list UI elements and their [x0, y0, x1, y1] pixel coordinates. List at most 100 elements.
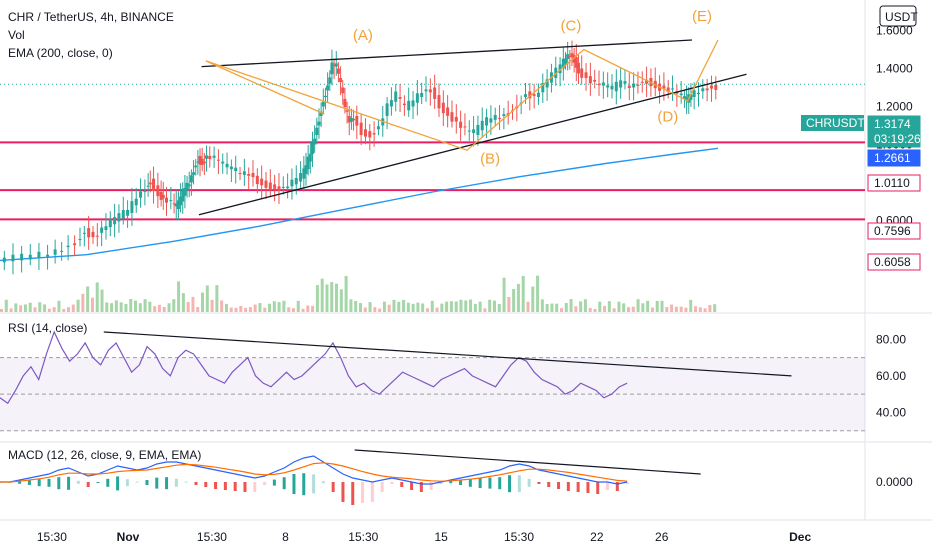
candle-body — [345, 110, 349, 112]
macd-label[interactable]: MACD (12, 26, close, 9, EMA, EMA) — [8, 448, 202, 462]
volume-bar — [229, 307, 233, 312]
volume-bar — [134, 300, 138, 312]
candle-body — [463, 126, 467, 128]
volume-bar — [28, 302, 32, 312]
volume-bar — [52, 307, 56, 312]
rsi-tick-label: 60.00 — [876, 369, 906, 383]
candle-body — [104, 226, 108, 230]
candle-body — [415, 93, 419, 103]
candle-body — [202, 161, 206, 164]
candle-body — [614, 81, 618, 92]
volume-bar — [291, 308, 295, 312]
candle-body — [205, 155, 209, 159]
candle-body — [584, 72, 588, 79]
candle-body — [268, 182, 272, 191]
volume-bar — [694, 306, 698, 312]
volume-bar — [555, 303, 559, 312]
candle-body — [73, 243, 77, 246]
volume-bar — [540, 299, 544, 312]
candle-body — [705, 88, 709, 91]
candle-body — [156, 185, 160, 197]
macd-histogram-bar — [204, 482, 208, 487]
candle-body — [619, 80, 623, 88]
volume-bar — [19, 305, 23, 312]
volume-bar — [277, 302, 281, 312]
symbol-title[interactable]: CHR / TetherUS, 4h, BINANCE — [8, 10, 174, 24]
volume-bar — [689, 299, 693, 312]
candle-body — [402, 103, 406, 106]
volume-bar — [67, 307, 71, 312]
volume-bar — [311, 305, 315, 312]
macd-histogram-bar — [253, 482, 257, 492]
vol-label[interactable]: Vol — [8, 28, 25, 42]
volume-bar — [205, 285, 209, 312]
volume-bar — [703, 308, 707, 312]
macd-histogram-bar — [223, 482, 227, 490]
candle-body — [286, 186, 290, 189]
macd-histogram-bar — [86, 482, 90, 487]
volume-bar — [526, 301, 530, 312]
symbol-tag-label: CHRUSDT — [806, 116, 865, 130]
volume-bar — [679, 306, 683, 312]
candle-body — [277, 186, 281, 192]
macd-histogram-bar — [508, 475, 512, 493]
candle-body — [185, 182, 189, 191]
candle-body — [349, 117, 353, 122]
rsi-tick-label: 80.00 — [876, 332, 906, 346]
candle-body — [493, 115, 497, 120]
volume-bar — [478, 301, 482, 312]
volume-bar — [655, 300, 659, 312]
volume-bar — [713, 304, 717, 312]
candle-body — [321, 101, 325, 107]
price-tag — [867, 222, 921, 240]
candle-body — [176, 200, 180, 210]
candle-body — [78, 239, 82, 241]
volume-bar — [86, 286, 90, 312]
candle-body — [174, 203, 178, 207]
price-tag — [867, 253, 921, 271]
candle-body — [117, 213, 121, 222]
volume-bar — [492, 300, 496, 312]
volume-bar — [521, 275, 525, 312]
candle-body — [545, 79, 549, 88]
candle-body — [347, 116, 351, 123]
macd-histogram-bar — [596, 482, 600, 494]
candle-body — [446, 107, 450, 116]
candle-body — [709, 85, 713, 89]
volume-bar — [445, 301, 449, 312]
volume-bar — [157, 304, 161, 312]
candle-body — [645, 79, 649, 84]
macd-histogram-bar — [390, 482, 394, 484]
candle-body — [389, 100, 393, 107]
candle-body — [532, 94, 536, 96]
volume-bar — [550, 303, 554, 312]
candle-body — [108, 219, 112, 228]
candle-body — [169, 200, 173, 202]
macd-histogram-bar — [341, 482, 345, 502]
candle-body — [554, 67, 558, 78]
candle-body — [60, 250, 64, 252]
candle-body — [692, 90, 696, 97]
volume-bar — [684, 307, 688, 312]
macd-line — [0, 455, 628, 485]
candle-body — [420, 92, 424, 97]
candle-body — [450, 112, 454, 122]
volume-bar — [406, 302, 410, 312]
candle-body — [580, 68, 584, 78]
x-tick-label: 15:30 — [504, 530, 534, 544]
volume-bar — [296, 300, 300, 312]
candle-body — [121, 210, 125, 219]
candle-body — [53, 249, 57, 255]
volume-bar — [536, 275, 540, 312]
macd-histogram-bar — [488, 477, 492, 489]
rsi-label[interactable]: RSI (14, close) — [8, 321, 88, 335]
candle-body — [376, 126, 380, 130]
macd-histogram-bar — [125, 479, 129, 487]
candle-body — [302, 168, 306, 179]
candle-body — [308, 153, 312, 162]
candle-body — [181, 190, 185, 202]
volume-bar — [421, 303, 425, 312]
volume-bar — [282, 300, 286, 312]
ema-label[interactable]: EMA (200, close, 0) — [8, 46, 113, 60]
